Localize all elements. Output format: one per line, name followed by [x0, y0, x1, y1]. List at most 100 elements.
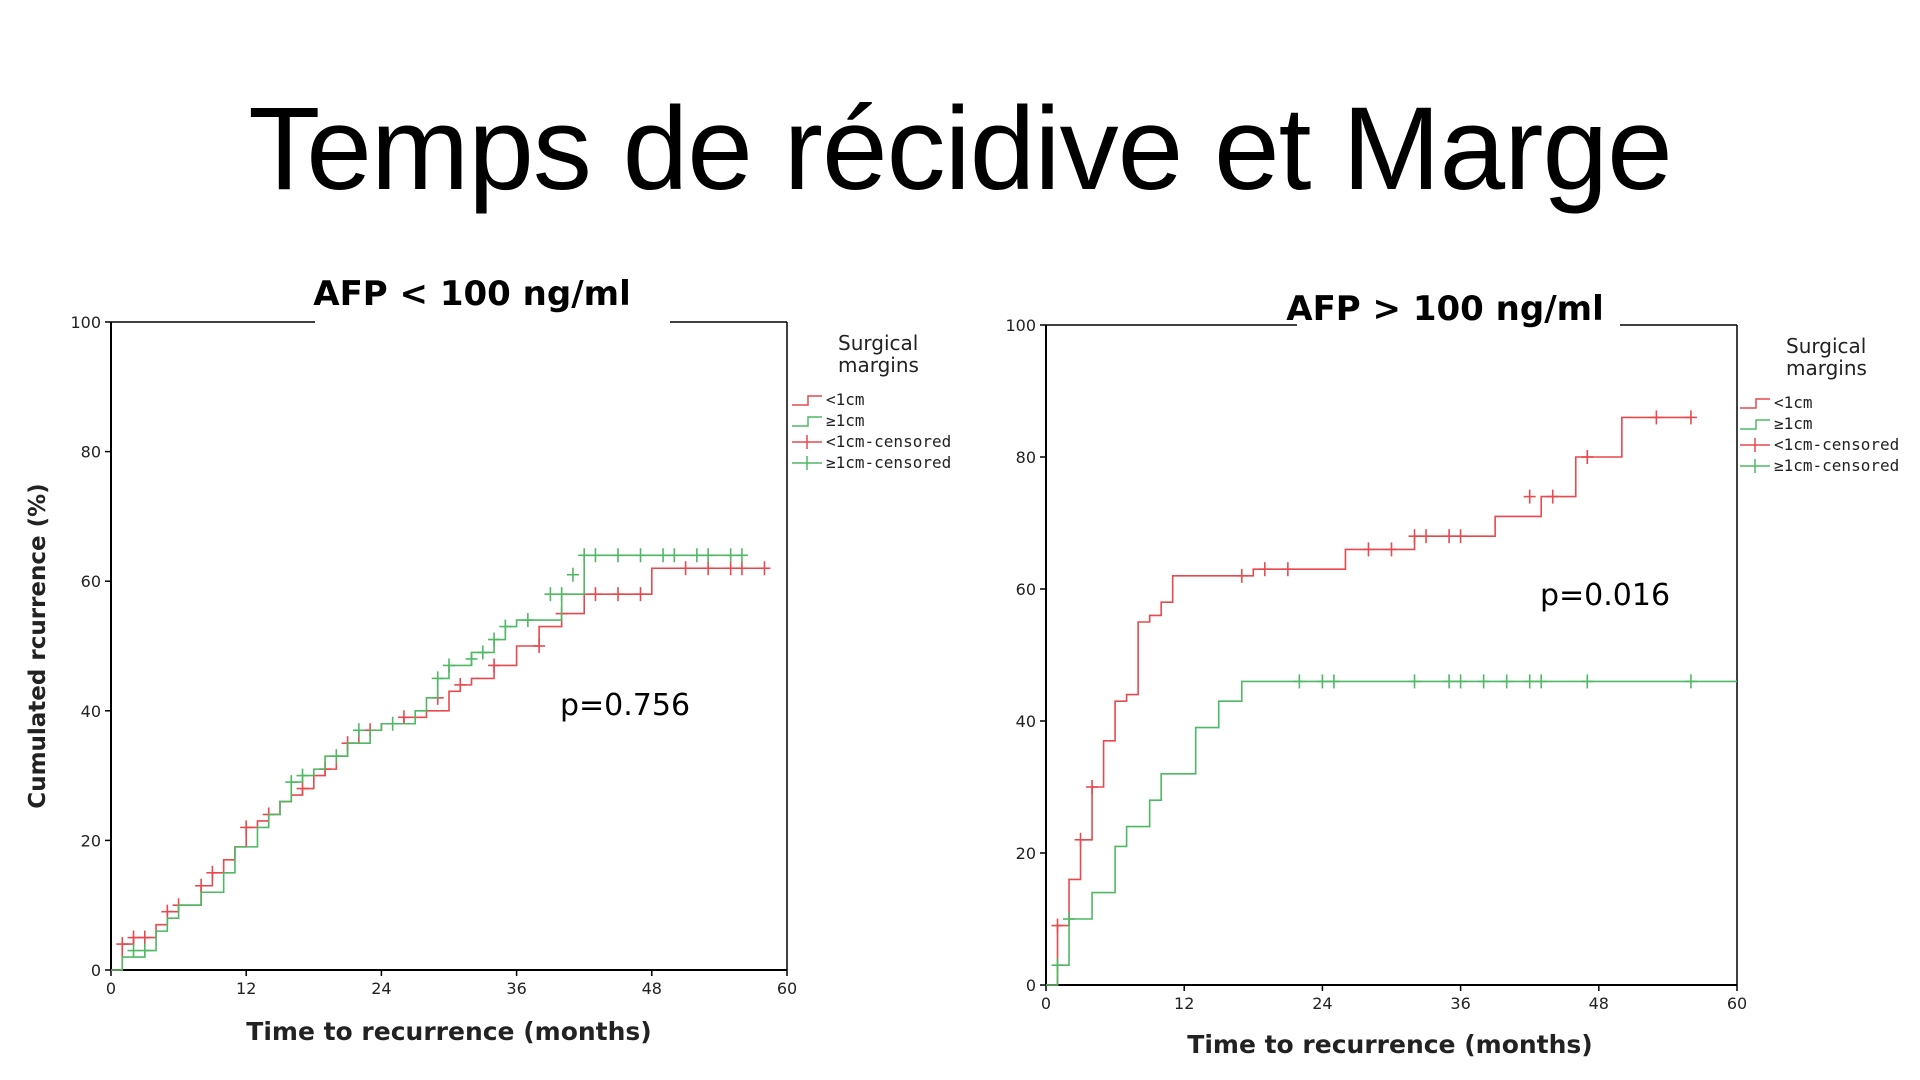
y-tick-label: 100 [70, 313, 101, 332]
censor-mark-lt1cm [1385, 542, 1398, 557]
censor-mark-lt1cm [679, 561, 692, 576]
y-tick-label: 0 [91, 961, 101, 980]
censor-mark-lt1cm [1454, 529, 1467, 544]
x-tick-label: 0 [106, 979, 116, 998]
censor-mark-ge1cm [521, 613, 534, 628]
legend-entry-label: <1cm-censored [826, 432, 951, 451]
censor-mark-ge1cm [296, 768, 309, 783]
censor-mark-lt1cm [1281, 562, 1294, 577]
slide-title: Temps de récidive et Marge [248, 83, 1672, 215]
x-tick-label: 0 [1041, 994, 1051, 1013]
y-tick-label: 80 [81, 443, 101, 462]
censor-mark-lt1cm [296, 781, 309, 796]
censor-mark-lt1cm [589, 587, 602, 602]
legend-entry-label: <1cm [826, 390, 865, 409]
censor-mark-ge1cm [488, 632, 501, 647]
censor-mark-lt1cm [161, 904, 174, 919]
censor-mark-ge1cm [634, 548, 647, 563]
censor-mark-lt1cm [634, 587, 647, 602]
y-tick-label: 100 [1005, 316, 1036, 335]
censor-mark-lt1cm [397, 710, 410, 725]
censor-mark-ge1cm [544, 587, 557, 602]
panel-title: AFP > 100 ng/ml [1286, 289, 1603, 329]
censor-mark-lt1cm [195, 878, 208, 893]
censor-mark-ge1cm [330, 749, 343, 764]
x-tick-label: 24 [1312, 994, 1332, 1013]
legend-entry-label: ≥1cm [826, 411, 865, 430]
censor-mark-ge1cm [352, 723, 365, 738]
plot-frame [110, 321, 788, 971]
censor-mark-ge1cm [476, 645, 489, 660]
x-axis-label: Time to recurrence (months) [1187, 1030, 1592, 1059]
legend-title: Surgical margins [838, 331, 919, 377]
x-tick-label: 60 [777, 979, 797, 998]
censor-mark-ge1cm [465, 651, 478, 666]
legend: Surgical margins <1cm ≥1cm <1cm-censored ≥1cm… [792, 331, 951, 472]
censor-mark-lt1cm [612, 587, 624, 602]
censor-mark-ge1cm [735, 548, 748, 563]
censor-mark-lt1cm [533, 639, 546, 653]
y-tick-label: 40 [1016, 712, 1036, 731]
censor-mark-lt1cm [1362, 542, 1375, 557]
censor-mark-lt1cm [1581, 450, 1594, 464]
censor-mark-ge1cm [1316, 674, 1329, 689]
censor-mark-ge1cm [1063, 912, 1076, 926]
censor-mark-ge1cm [431, 671, 444, 686]
censor-mark-lt1cm [1420, 529, 1433, 544]
censor-mark-ge1cm [612, 548, 624, 563]
censor-mark-lt1cm [206, 865, 219, 880]
censor-mark-lt1cm [116, 937, 129, 952]
y-tick-label: 40 [81, 702, 101, 721]
censor-mark-ge1cm [1535, 674, 1548, 689]
legend: Surgical margins <1cm ≥1cm <1cm-censored ≥1cm… [1740, 334, 1899, 475]
km-chart-afp-above-100: 0 12 24 36 48 60 0 20 40 60 80 100 Time to recurrenc… [1005, 289, 1899, 1059]
p-value-annotation: p=0.756 [560, 688, 690, 723]
series-line-lt1cm [111, 567, 765, 971]
censor-mark-lt1cm [488, 658, 501, 673]
censor-mark-ge1cm [1327, 674, 1340, 689]
x-tick-label: 36 [506, 979, 526, 998]
p-value-annotation: p=0.016 [1540, 578, 1670, 613]
censor-mark-ge1cm [499, 619, 512, 634]
censor-mark-lt1cm [127, 930, 140, 945]
legend-swatch-line [792, 395, 822, 406]
censor-mark-ge1cm [668, 548, 681, 563]
censor-mark-ge1cm [443, 658, 455, 673]
censor-mark-lt1cm [1408, 529, 1421, 544]
legend-entry-label: ≥1cm-censored [826, 453, 951, 472]
censor-mark-ge1cm [1051, 958, 1064, 973]
censor-mark-ge1cm [1454, 674, 1467, 689]
censor-mark-lt1cm [758, 561, 771, 576]
x-tick-label: 12 [1174, 994, 1194, 1013]
censor-mark-ge1cm [555, 587, 568, 602]
y-tick-label: 0 [1026, 976, 1036, 995]
series-line-ge1cm [1046, 680, 1737, 986]
y-tick-label: 80 [1016, 448, 1036, 467]
panel-title: AFP < 100 ng/ml [313, 274, 630, 314]
censor-mark-lt1cm [735, 561, 748, 576]
x-tick-label: 36 [1450, 994, 1470, 1013]
censor-mark-ge1cm [386, 716, 399, 731]
censor-mark-lt1cm [724, 561, 737, 576]
censor-mark-ge1cm [127, 943, 140, 958]
censor-mark-lt1cm [240, 820, 253, 835]
x-tick-label: 12 [236, 979, 256, 998]
legend-entry-label: ≥1cm [1774, 414, 1813, 433]
y-tick-label: 20 [81, 831, 101, 850]
censor-mark-lt1cm [454, 677, 467, 692]
series-line-ge1cm [111, 554, 742, 971]
plot-frame [1045, 324, 1738, 986]
censor-mark-lt1cm [1684, 410, 1697, 425]
censor-mark-lt1cm [1523, 489, 1536, 504]
censor-mark-ge1cm [1523, 674, 1536, 689]
series-line-lt1cm [1046, 416, 1691, 986]
x-tick-label: 48 [642, 979, 662, 998]
censor-mark-lt1cm [1086, 780, 1099, 794]
censor-mark-ge1cm [1408, 674, 1421, 689]
censor-mark-lt1cm [1650, 410, 1663, 425]
x-tick-label: 60 [1727, 994, 1747, 1013]
censor-mark-ge1cm [724, 548, 737, 563]
censor-mark-ge1cm [1477, 674, 1490, 689]
legend-entry-label: ≥1cm-censored [1774, 456, 1899, 475]
censor-mark-lt1cm [702, 561, 715, 576]
